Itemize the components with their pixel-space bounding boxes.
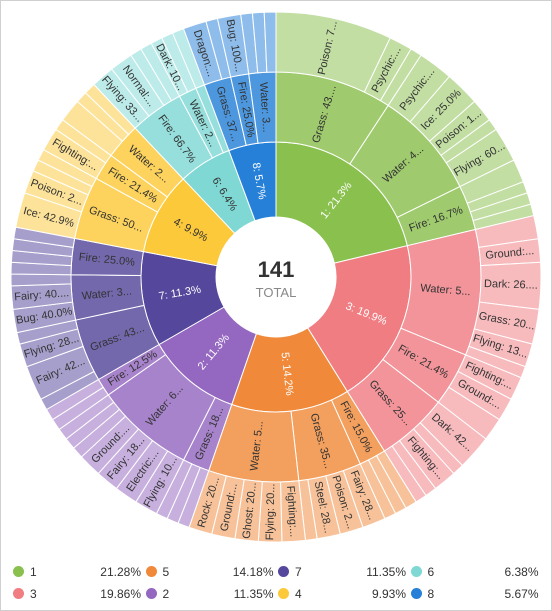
legend-percent: 9.93% xyxy=(371,586,406,601)
legend-swatch xyxy=(13,566,24,577)
type-label: Water: 3... xyxy=(257,82,272,133)
legend-label: 6 xyxy=(427,564,435,579)
legend-label: 2 xyxy=(162,586,170,601)
legend-swatch xyxy=(145,588,157,599)
legend-label: 8 xyxy=(427,586,435,601)
legend-swatch xyxy=(410,566,422,577)
legend-item[interactable]: 6 6.38% xyxy=(410,563,544,580)
type-label: Water: 3... xyxy=(81,286,132,303)
generation-label-5: 5: 14.2% xyxy=(278,352,295,397)
legend-swatch xyxy=(410,588,422,599)
legend-label: 3 xyxy=(30,586,37,601)
legend-label: 1 xyxy=(30,564,37,579)
subtype-label: Fairy: 40.... xyxy=(14,287,70,303)
legend-swatch xyxy=(145,566,157,577)
legend-percent: 11.35% xyxy=(366,564,406,579)
legend-item[interactable]: 8 5.67% xyxy=(410,585,544,602)
type-label: Water: 5... xyxy=(248,420,266,471)
legend-percent: 21.28% xyxy=(100,564,141,579)
legend-percent: 19.86% xyxy=(100,586,141,601)
sunburst-chart: 1: 21.3%Grass: 43....Poison: 7... Psychic… xyxy=(10,11,542,543)
legend-label: 4 xyxy=(295,586,302,601)
subtype-label: Ground:... xyxy=(485,245,535,262)
legend-item[interactable]: 3 19.86% xyxy=(13,585,146,602)
legend: 1 21.28% 5 14.18% 7 11.35% 6 6.38% 3 19.… xyxy=(13,563,543,602)
legend-swatch xyxy=(278,588,289,599)
subtype-slice[interactable] xyxy=(10,273,72,287)
legend-percent: 6.38% xyxy=(504,564,539,579)
legend-item[interactable]: 7 11.35% xyxy=(278,563,411,580)
type-label: Fire: 25.0% xyxy=(78,251,135,269)
subtype-label: Flying: 20... xyxy=(264,483,277,540)
legend-item[interactable]: 4 9.93% xyxy=(278,585,411,602)
center-total-value: 141 xyxy=(258,257,295,282)
subtype-slice[interactable] xyxy=(263,11,277,73)
type-label: Water: 5... xyxy=(420,282,471,298)
legend-item[interactable]: 5 14.18% xyxy=(145,563,279,580)
center-total-label: TOTAL xyxy=(256,285,297,300)
legend-item[interactable]: 1 21.28% xyxy=(13,563,146,580)
subtype-label: Fighting:... xyxy=(284,485,299,537)
legend-item[interactable]: 2 11.35% xyxy=(145,585,279,602)
legend-swatch xyxy=(13,588,24,599)
legend-label: 5 xyxy=(162,564,170,579)
legend-percent: 5.67% xyxy=(504,586,539,601)
subtype-label: Dark: 26.... xyxy=(484,278,538,292)
legend-label: 7 xyxy=(295,564,302,579)
center-hole xyxy=(216,217,336,337)
legend-swatch xyxy=(278,566,289,577)
legend-percent: 14.18% xyxy=(232,564,274,579)
legend-percent: 11.35% xyxy=(233,586,274,601)
